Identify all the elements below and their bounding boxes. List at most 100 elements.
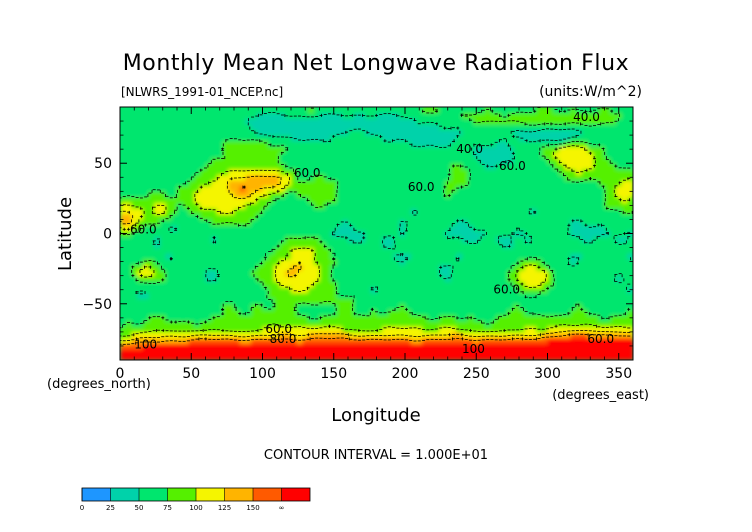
heatmap-cell: [159, 236, 167, 243]
heatmap-cell: [610, 123, 617, 131]
heatmap-cell: [188, 140, 195, 147]
heatmap-cell: [194, 270, 201, 277]
heatmap-cell: [370, 230, 378, 237]
heatmap-cell: [188, 230, 195, 237]
heatmap-cell: [365, 258, 372, 266]
heatmap-cell: [302, 315, 309, 322]
heatmap-cell: [182, 315, 189, 322]
heatmap-cell: [296, 135, 303, 142]
heatmap-cell: [370, 292, 378, 299]
heatmap-cell: [479, 264, 486, 271]
heatmap-cell: [296, 354, 303, 360]
heatmap-cell: [216, 202, 224, 209]
heatmap-cell: [444, 180, 452, 187]
heatmap-cell: [387, 168, 395, 176]
heatmap-cell: [387, 264, 395, 271]
heatmap-cell: [165, 180, 172, 187]
heatmap-cell: [279, 230, 286, 237]
heatmap-cell: [604, 264, 611, 271]
heatmap-cell: [462, 196, 469, 204]
heatmap-cell: [216, 135, 224, 142]
heatmap-cell: [177, 146, 184, 153]
heatmap-cell: [137, 303, 144, 310]
heatmap-cell: [416, 270, 423, 277]
heatmap-cell: [182, 168, 189, 176]
heatmap-cell: [610, 331, 617, 339]
heatmap-cell: [399, 298, 406, 305]
heatmap-cell: [456, 107, 463, 114]
heatmap-cell: [177, 191, 184, 198]
heatmap-cell: [547, 107, 554, 114]
heatmap-cell: [199, 303, 207, 310]
heatmap-cell: [399, 264, 406, 271]
heatmap-cell: [234, 225, 241, 232]
heatmap-cell: [285, 168, 292, 176]
heatmap-cell: [308, 315, 315, 322]
heatmap-cell: [581, 275, 588, 282]
heatmap-cell: [325, 180, 332, 187]
heatmap-cell: [496, 343, 503, 350]
heatmap-cell: [564, 298, 571, 305]
heatmap-cell: [553, 348, 560, 355]
heatmap-cell: [433, 337, 440, 344]
heatmap-cell: [507, 140, 514, 147]
heatmap-cell: [171, 320, 178, 327]
heatmap-cell: [553, 107, 560, 114]
heatmap-cell: [234, 168, 241, 176]
heatmap-cell: [410, 135, 417, 142]
heatmap-cell: [365, 225, 372, 232]
heatmap-cell: [576, 118, 583, 125]
heatmap-cell: [370, 236, 378, 243]
heatmap-cell: [194, 236, 201, 243]
heatmap-cell: [450, 309, 457, 316]
heatmap-cell: [319, 174, 326, 181]
heatmap-cell: [194, 275, 201, 282]
heatmap-cell: [610, 241, 617, 249]
heatmap-cell: [342, 191, 349, 198]
heatmap-cell: [228, 354, 235, 360]
heatmap-cell: [433, 315, 440, 322]
heatmap-cell: [285, 303, 292, 310]
heatmap-cell: [291, 241, 298, 249]
heatmap-cell: [268, 230, 275, 237]
heatmap-cell: [558, 253, 566, 260]
heatmap-cell: [216, 331, 224, 339]
heatmap-cell: [433, 236, 440, 243]
heatmap-cell: [450, 168, 457, 176]
heatmap-cell: [484, 298, 492, 305]
heatmap-cell: [330, 168, 338, 176]
heatmap-cell: [399, 241, 406, 249]
heatmap-cell: [456, 208, 463, 215]
heatmap-cell: [564, 112, 571, 119]
heatmap-cell: [131, 326, 138, 333]
heatmap-cell: [479, 348, 486, 355]
heatmap-cell: [239, 331, 246, 339]
heatmap-cell: [171, 123, 178, 131]
heatmap-cell: [359, 343, 366, 350]
heatmap-cell: [462, 270, 469, 277]
heatmap-cell: [376, 135, 383, 142]
heatmap-cell: [467, 112, 474, 119]
heatmap-cell: [313, 123, 321, 131]
heatmap-cell: [353, 286, 360, 294]
heatmap-cell: [262, 286, 269, 294]
heatmap-cell: [496, 326, 503, 333]
heatmap-cell: [587, 135, 594, 142]
heatmap-cell: [268, 298, 275, 305]
heatmap-cell: [604, 281, 611, 288]
heatmap-cell: [450, 230, 457, 237]
heatmap-cell: [330, 219, 338, 226]
heatmap-cell: [234, 174, 241, 181]
heatmap-cell: [399, 219, 406, 226]
heatmap-cell: [456, 112, 463, 119]
heatmap-cell: [410, 219, 417, 226]
heatmap-cell: [547, 348, 554, 355]
heatmap-cell: [564, 123, 571, 131]
heatmap-cell: [587, 157, 594, 164]
heatmap-cell: [598, 185, 606, 192]
heatmap-cell: [222, 185, 229, 192]
heatmap-cell: [393, 264, 400, 271]
heatmap-cell: [553, 320, 560, 327]
heatmap-cell: [479, 112, 486, 119]
heatmap-cell: [507, 315, 514, 322]
